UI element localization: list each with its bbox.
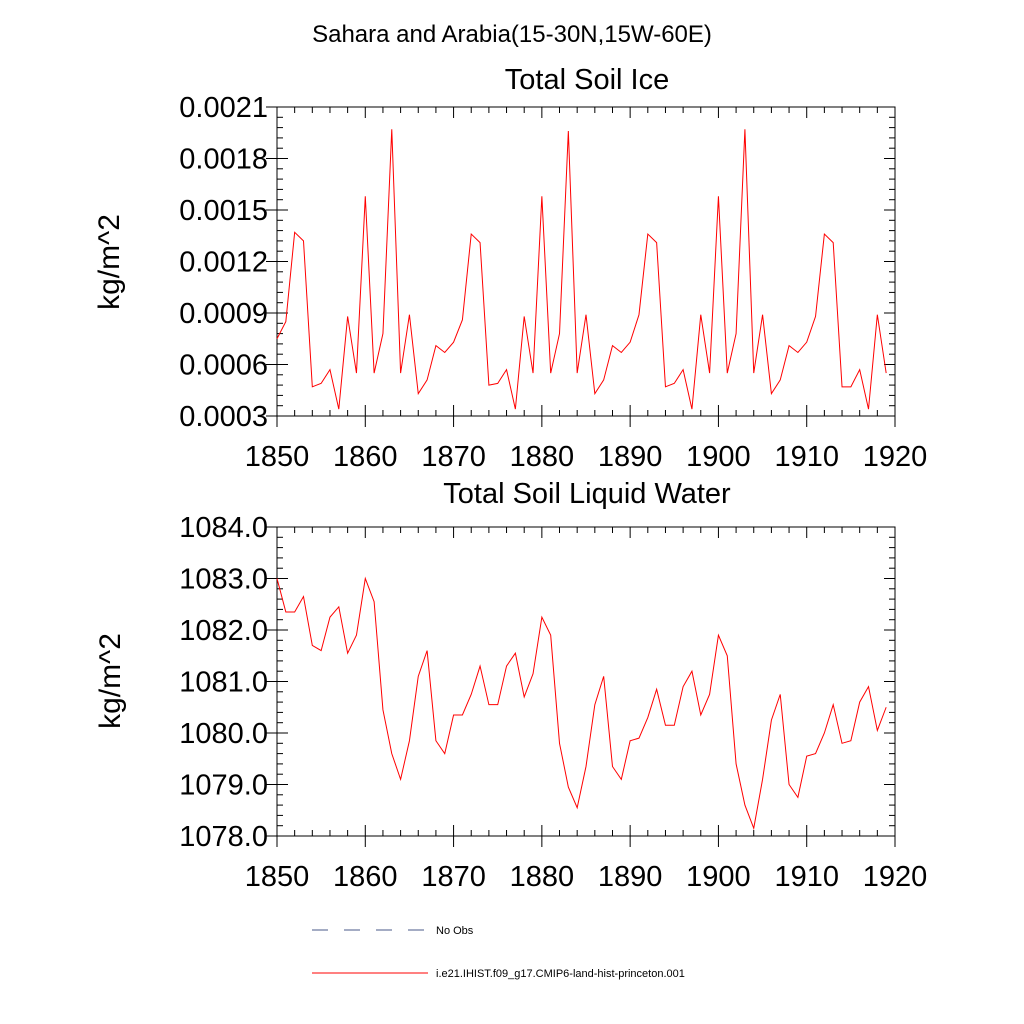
y-axis-label: kg/m^2	[93, 214, 126, 310]
y-tick-label: 0.0009	[179, 298, 268, 330]
x-tick-label: 1920	[863, 861, 928, 893]
y-tick-label: 1084.0	[179, 512, 268, 544]
x-tick-label: 1850	[245, 861, 310, 893]
y-tick-label: 1083.0	[179, 564, 268, 596]
x-tick-label: 1890	[598, 441, 663, 473]
series-line	[276, 129, 887, 410]
y-axis-label: kg/m^2	[94, 633, 127, 729]
x-tick-label: 1860	[333, 441, 398, 473]
y-tick-label: 0.0006	[179, 350, 268, 382]
y-tick-label: 0.0003	[179, 401, 268, 433]
axis-tick-labels: 1850 1860 1870 1880 1890 1900 1910 1920 1078.0 10…	[179, 512, 927, 893]
panel-total-soil-ice: Total Soil Ice kg/m^2 1850 1860 1870 1880 18…	[93, 64, 927, 473]
series-lines	[276, 129, 887, 410]
axis-tick-labels: 1850 1860 1870 1880 1890 1900 1910 1920 0.0003 0.…	[179, 92, 927, 473]
x-tick-label: 1910	[774, 441, 839, 473]
legend: No Obs i.e21.IHIST.f09_g17.CMIP6-land-hi…	[312, 925, 685, 980]
y-tick-label: 0.0021	[179, 92, 268, 124]
y-tick-label: 1080.0	[179, 718, 268, 750]
figure-suptitle: Sahara and Arabia(15-30N,15W-60E)	[312, 21, 712, 48]
x-tick-label: 1920	[863, 441, 928, 473]
y-tick-label: 0.0012	[179, 247, 268, 279]
legend-label-model-run: i.e21.IHIST.f09_g17.CMIP6-land-hist-prin…	[436, 968, 685, 980]
axis-ticks	[266, 106, 896, 427]
x-tick-label: 1880	[510, 861, 575, 893]
y-tick-label: 1078.0	[179, 821, 268, 853]
x-tick-label: 1890	[598, 861, 663, 893]
panel-total-soil-liquid-water: Total Soil Liquid Water kg/m^2 1850 1860 1…	[94, 478, 927, 893]
legend-label-no-obs: No Obs	[436, 925, 474, 937]
x-tick-label: 1860	[333, 861, 398, 893]
y-tick-label: 1081.0	[179, 667, 268, 699]
axis-ticks	[266, 526, 896, 847]
x-tick-label: 1910	[774, 861, 839, 893]
y-tick-label: 0.0018	[179, 144, 268, 176]
series-lines	[276, 576, 887, 831]
x-tick-label: 1880	[510, 441, 575, 473]
y-tick-label: 1082.0	[179, 615, 268, 647]
y-tick-label: 0.0015	[179, 195, 268, 227]
x-tick-label: 1850	[245, 441, 310, 473]
x-tick-label: 1870	[421, 861, 486, 893]
x-tick-label: 1870	[421, 441, 486, 473]
y-tick-label: 1079.0	[179, 770, 268, 802]
series-line	[276, 576, 887, 831]
panel-title: Total Soil Ice	[505, 64, 669, 96]
plot-frame	[276, 106, 896, 417]
plot-frame	[276, 526, 896, 837]
panel-title: Total Soil Liquid Water	[443, 478, 731, 510]
x-tick-label: 1900	[686, 441, 751, 473]
x-tick-label: 1900	[686, 861, 751, 893]
